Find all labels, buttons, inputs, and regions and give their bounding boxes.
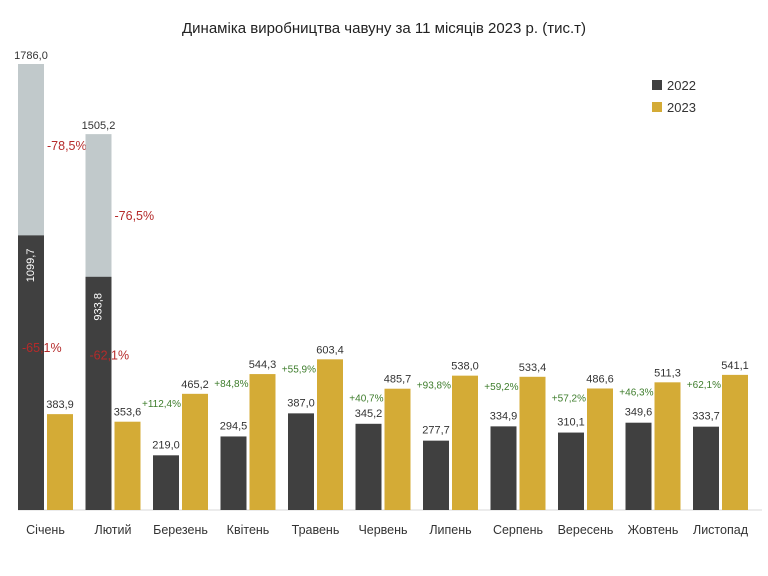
label-2023-4: 603,4 xyxy=(316,344,344,356)
bars: 1786,0 -78,5% 1099,7 383,9 -65,1% Січень 1505,… xyxy=(14,50,749,537)
change-2023-8: +57,2% xyxy=(552,393,586,404)
label-2023-3: 544,3 xyxy=(249,359,277,371)
label-2022-0: 1099,7 xyxy=(25,249,37,283)
change-2023-0: -65,1% xyxy=(22,341,62,355)
change-2023-1: -62,1% xyxy=(90,349,130,363)
change-reference-0: -78,5% xyxy=(47,139,87,153)
label-2023-10: 541,1 xyxy=(721,360,749,372)
chart-title: Динаміка виробництва чавуну за 11 місяці… xyxy=(182,20,586,37)
category-label-4: Травень xyxy=(292,523,340,537)
bar-2023-7 xyxy=(519,376,546,510)
label-2022-6: 277,7 xyxy=(422,425,450,437)
bar-2022-8 xyxy=(558,432,584,510)
change-2023-2: +112,4% xyxy=(142,399,181,410)
label-reference-0: 1786,0 xyxy=(14,50,48,62)
label-2023-2: 465,2 xyxy=(181,379,209,391)
bar-2023-0 xyxy=(47,414,73,510)
bar-2022-6 xyxy=(423,440,449,510)
bar-2022-10 xyxy=(693,426,719,510)
bar-2022-1 xyxy=(85,276,112,510)
bar-2023-3 xyxy=(249,374,276,510)
legend-label-2022: 2022 xyxy=(667,78,696,93)
bar-2022-4 xyxy=(288,413,314,510)
bar-2022-0 xyxy=(18,235,44,510)
label-2023-0: 383,9 xyxy=(46,399,74,411)
label-2023-8: 486,6 xyxy=(586,373,614,385)
label-2022-4: 387,0 xyxy=(287,397,315,409)
label-2022-3: 294,5 xyxy=(220,420,248,432)
change-2023-9: +46,3% xyxy=(619,387,653,398)
legend-swatch-2023 xyxy=(652,102,662,112)
change-2023-4: +55,9% xyxy=(282,364,316,375)
bar-2023-2 xyxy=(182,393,208,510)
category-label-6: Липень xyxy=(429,523,471,537)
bar-2023-8 xyxy=(587,388,613,510)
bar-2022-9 xyxy=(625,422,652,510)
label-2023-7: 533,4 xyxy=(519,362,547,374)
category-label-5: Червень xyxy=(358,523,407,537)
legend: 2022 2023 xyxy=(652,78,696,115)
label-2023-1: 353,6 xyxy=(114,407,142,419)
label-2022-9: 349,6 xyxy=(625,407,653,419)
bar-2022-7 xyxy=(490,426,517,510)
bar-2022-5 xyxy=(355,423,382,510)
bar-2023-4 xyxy=(317,359,343,510)
bar-2023-9 xyxy=(654,382,681,510)
label-2022-5: 345,2 xyxy=(355,408,383,420)
bar-2022-2 xyxy=(153,455,179,510)
change-2023-10: +62,1% xyxy=(687,380,721,391)
label-2022-10: 333,7 xyxy=(692,411,720,423)
category-label-9: Жовтень xyxy=(628,523,679,537)
change-2023-7: +59,2% xyxy=(484,382,518,393)
category-label-1: Лютий xyxy=(95,523,132,537)
category-label-0: Січень xyxy=(26,523,65,537)
label-2023-5: 485,7 xyxy=(384,374,412,386)
bar-2022-3 xyxy=(220,436,247,510)
bar-2023-10 xyxy=(722,374,748,510)
label-2023-6: 538,0 xyxy=(451,361,479,373)
label-2023-9: 511,3 xyxy=(654,367,681,379)
label-2022-8: 310,1 xyxy=(557,417,585,429)
category-label-10: Листопад xyxy=(693,523,749,537)
category-label-7: Серпень xyxy=(493,523,543,537)
legend-swatch-2022 xyxy=(652,80,662,90)
change-2023-5: +40,7% xyxy=(349,394,383,405)
legend-label-2023: 2023 xyxy=(667,100,696,115)
change-2023-6: +93,8% xyxy=(417,381,451,392)
label-2022-7: 334,9 xyxy=(490,410,518,422)
bar-2023-5 xyxy=(384,388,411,510)
category-label-8: Вересень xyxy=(558,523,614,537)
change-2023-3: +84,8% xyxy=(214,379,248,390)
bar-2023-6 xyxy=(452,375,478,510)
category-label-3: Квітень xyxy=(227,523,270,537)
bar-2023-1 xyxy=(114,421,141,510)
label-2022-1: 933,8 xyxy=(92,293,104,321)
change-reference-1: -76,5% xyxy=(115,209,155,223)
category-label-2: Березень xyxy=(153,523,208,537)
label-reference-1: 1505,2 xyxy=(82,120,116,132)
label-2022-2: 219,0 xyxy=(152,439,180,451)
